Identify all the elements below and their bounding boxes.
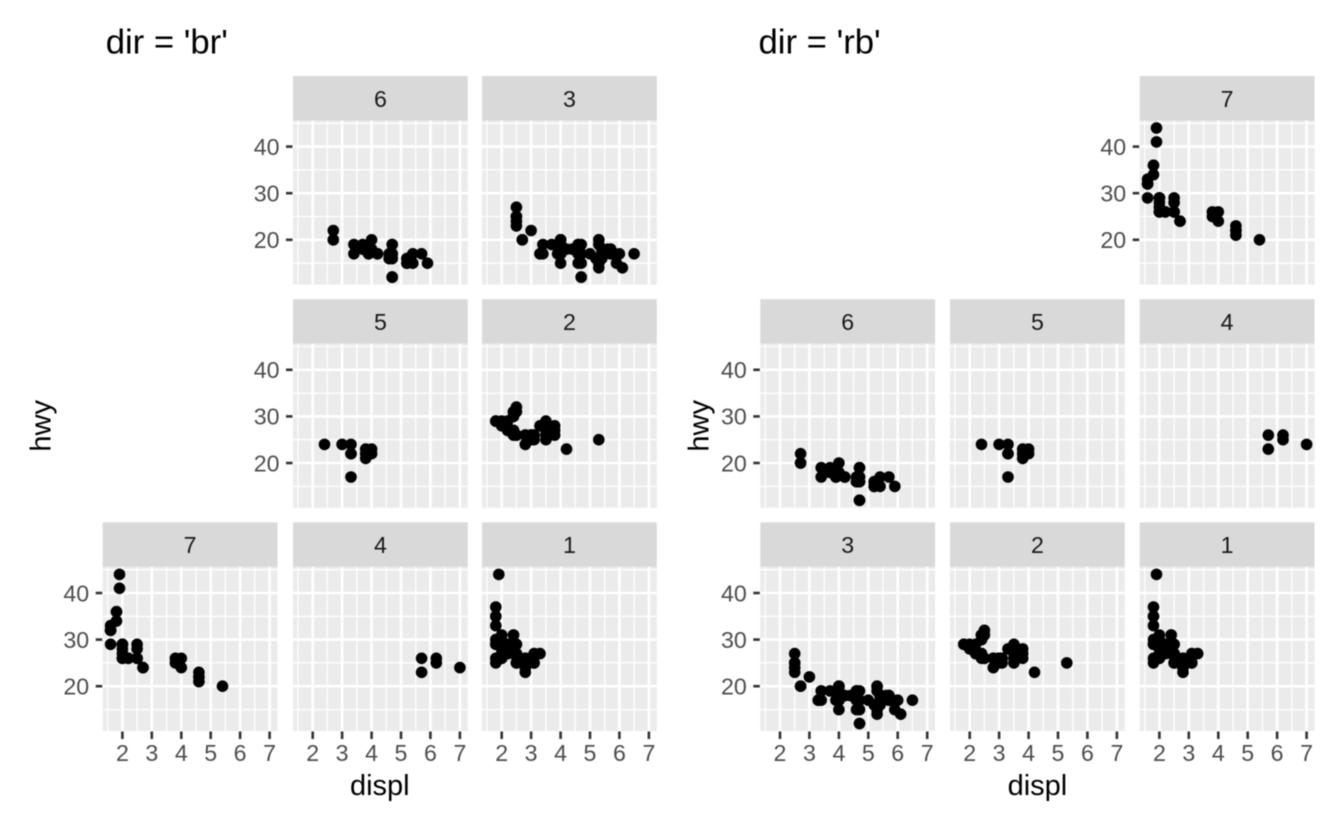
svg-text:40: 40 [63, 580, 89, 606]
svg-text:7: 7 [453, 740, 466, 766]
svg-text:40: 40 [721, 357, 747, 383]
svg-text:4: 4 [554, 740, 567, 766]
svg-text:hwy: hwy [684, 400, 716, 452]
svg-text:4: 4 [832, 740, 845, 766]
svg-text:2: 2 [116, 740, 129, 766]
svg-text:4: 4 [1221, 309, 1234, 335]
svg-text:5: 5 [374, 309, 387, 335]
svg-text:5: 5 [1052, 740, 1065, 766]
svg-text:40: 40 [1100, 134, 1126, 160]
svg-text:6: 6 [1271, 740, 1284, 766]
svg-text:30: 30 [63, 627, 89, 653]
svg-text:5: 5 [1241, 740, 1254, 766]
svg-text:20: 20 [1100, 227, 1126, 253]
svg-text:5: 5 [1031, 309, 1044, 335]
svg-text:7: 7 [921, 740, 934, 766]
svg-text:40: 40 [254, 134, 280, 160]
svg-text:5: 5 [395, 740, 408, 766]
svg-text:3: 3 [563, 86, 576, 112]
svg-text:20: 20 [63, 674, 89, 700]
svg-text:2: 2 [306, 740, 319, 766]
svg-text:40: 40 [721, 580, 747, 606]
svg-text:3: 3 [145, 740, 158, 766]
svg-text:7: 7 [1221, 86, 1234, 112]
svg-text:2: 2 [1031, 532, 1044, 558]
svg-text:20: 20 [721, 450, 747, 476]
svg-text:7: 7 [1300, 740, 1313, 766]
svg-text:7: 7 [184, 532, 197, 558]
svg-text:3: 3 [993, 740, 1006, 766]
svg-text:5: 5 [204, 740, 217, 766]
svg-text:7: 7 [263, 740, 276, 766]
svg-text:6: 6 [374, 86, 387, 112]
svg-text:7: 7 [642, 740, 655, 766]
svg-text:7: 7 [1110, 740, 1123, 766]
svg-text:1: 1 [1221, 532, 1234, 558]
svg-text:2: 2 [963, 740, 976, 766]
svg-text:2: 2 [1153, 740, 1166, 766]
svg-text:displ: displ [350, 770, 410, 802]
svg-text:3: 3 [803, 740, 816, 766]
svg-text:1: 1 [563, 532, 576, 558]
svg-text:4: 4 [374, 532, 387, 558]
svg-text:3: 3 [841, 532, 854, 558]
svg-text:2: 2 [563, 309, 576, 335]
svg-text:30: 30 [721, 627, 747, 653]
svg-text:3: 3 [336, 740, 349, 766]
svg-text:dir = 'rb': dir = 'rb' [759, 23, 881, 61]
svg-text:5: 5 [584, 740, 597, 766]
svg-text:30: 30 [721, 404, 747, 430]
svg-text:30: 30 [254, 404, 280, 430]
svg-text:2: 2 [495, 740, 508, 766]
svg-text:40: 40 [254, 357, 280, 383]
svg-text:20: 20 [254, 450, 280, 476]
svg-text:6: 6 [1081, 740, 1094, 766]
svg-text:6: 6 [234, 740, 247, 766]
svg-text:30: 30 [254, 181, 280, 207]
svg-text:6: 6 [613, 740, 626, 766]
svg-text:4: 4 [175, 740, 188, 766]
svg-text:3: 3 [525, 740, 538, 766]
svg-text:hwy: hwy [26, 400, 58, 452]
svg-text:4: 4 [1022, 740, 1035, 766]
svg-text:20: 20 [254, 227, 280, 253]
svg-text:displ: displ [1008, 770, 1068, 802]
svg-text:30: 30 [1100, 181, 1126, 207]
svg-text:3: 3 [1182, 740, 1195, 766]
svg-text:2: 2 [774, 740, 787, 766]
svg-text:6: 6 [841, 309, 854, 335]
svg-text:20: 20 [721, 674, 747, 700]
svg-text:6: 6 [424, 740, 437, 766]
svg-text:dir = 'br': dir = 'br' [106, 23, 228, 61]
svg-text:4: 4 [1212, 740, 1225, 766]
svg-text:6: 6 [891, 740, 904, 766]
svg-text:5: 5 [862, 740, 875, 766]
svg-text:4: 4 [365, 740, 378, 766]
